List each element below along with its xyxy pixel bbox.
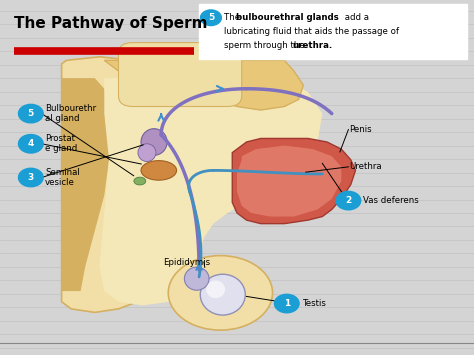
Ellipse shape <box>134 177 146 185</box>
Text: sperm through the: sperm through the <box>224 41 307 50</box>
Text: Penis: Penis <box>349 125 372 134</box>
Text: 1: 1 <box>283 299 290 308</box>
Ellipse shape <box>141 160 176 180</box>
Text: bulbourethral glands: bulbourethral glands <box>236 12 338 22</box>
Circle shape <box>18 168 43 187</box>
Text: Urethra: Urethra <box>349 162 382 171</box>
Circle shape <box>18 135 43 153</box>
Text: 5: 5 <box>27 109 34 118</box>
Polygon shape <box>62 78 109 291</box>
Polygon shape <box>100 78 322 305</box>
Text: urethra.: urethra. <box>292 41 333 50</box>
Ellipse shape <box>184 267 209 290</box>
Text: 2: 2 <box>345 196 352 205</box>
Ellipse shape <box>200 274 246 315</box>
Ellipse shape <box>138 144 156 162</box>
Text: 5: 5 <box>208 13 214 22</box>
Text: lubricating fluid that aids the passage of: lubricating fluid that aids the passage … <box>224 27 399 36</box>
Circle shape <box>18 104 43 123</box>
Text: Seminal
vesicle: Seminal vesicle <box>45 168 80 187</box>
Polygon shape <box>232 138 356 224</box>
Polygon shape <box>62 57 175 312</box>
Text: The Pathway of Sperm: The Pathway of Sperm <box>14 16 208 31</box>
Ellipse shape <box>168 256 273 330</box>
Ellipse shape <box>206 280 225 298</box>
Polygon shape <box>237 146 341 217</box>
Text: Prostat
e gland: Prostat e gland <box>45 134 77 153</box>
Circle shape <box>336 191 361 210</box>
Circle shape <box>201 10 221 26</box>
Text: Epididymis: Epididymis <box>164 258 210 267</box>
Text: Vas deferens: Vas deferens <box>363 196 419 205</box>
Ellipse shape <box>141 129 167 155</box>
Text: add a: add a <box>342 12 369 22</box>
Text: 3: 3 <box>27 173 34 182</box>
Text: Bulbourethr
al gland: Bulbourethr al gland <box>45 104 96 123</box>
FancyBboxPatch shape <box>118 43 242 106</box>
Text: 4: 4 <box>27 139 34 148</box>
Polygon shape <box>104 60 303 110</box>
Text: Testis: Testis <box>303 299 327 308</box>
FancyBboxPatch shape <box>199 4 467 59</box>
Circle shape <box>274 294 299 313</box>
Text: The: The <box>224 12 243 22</box>
